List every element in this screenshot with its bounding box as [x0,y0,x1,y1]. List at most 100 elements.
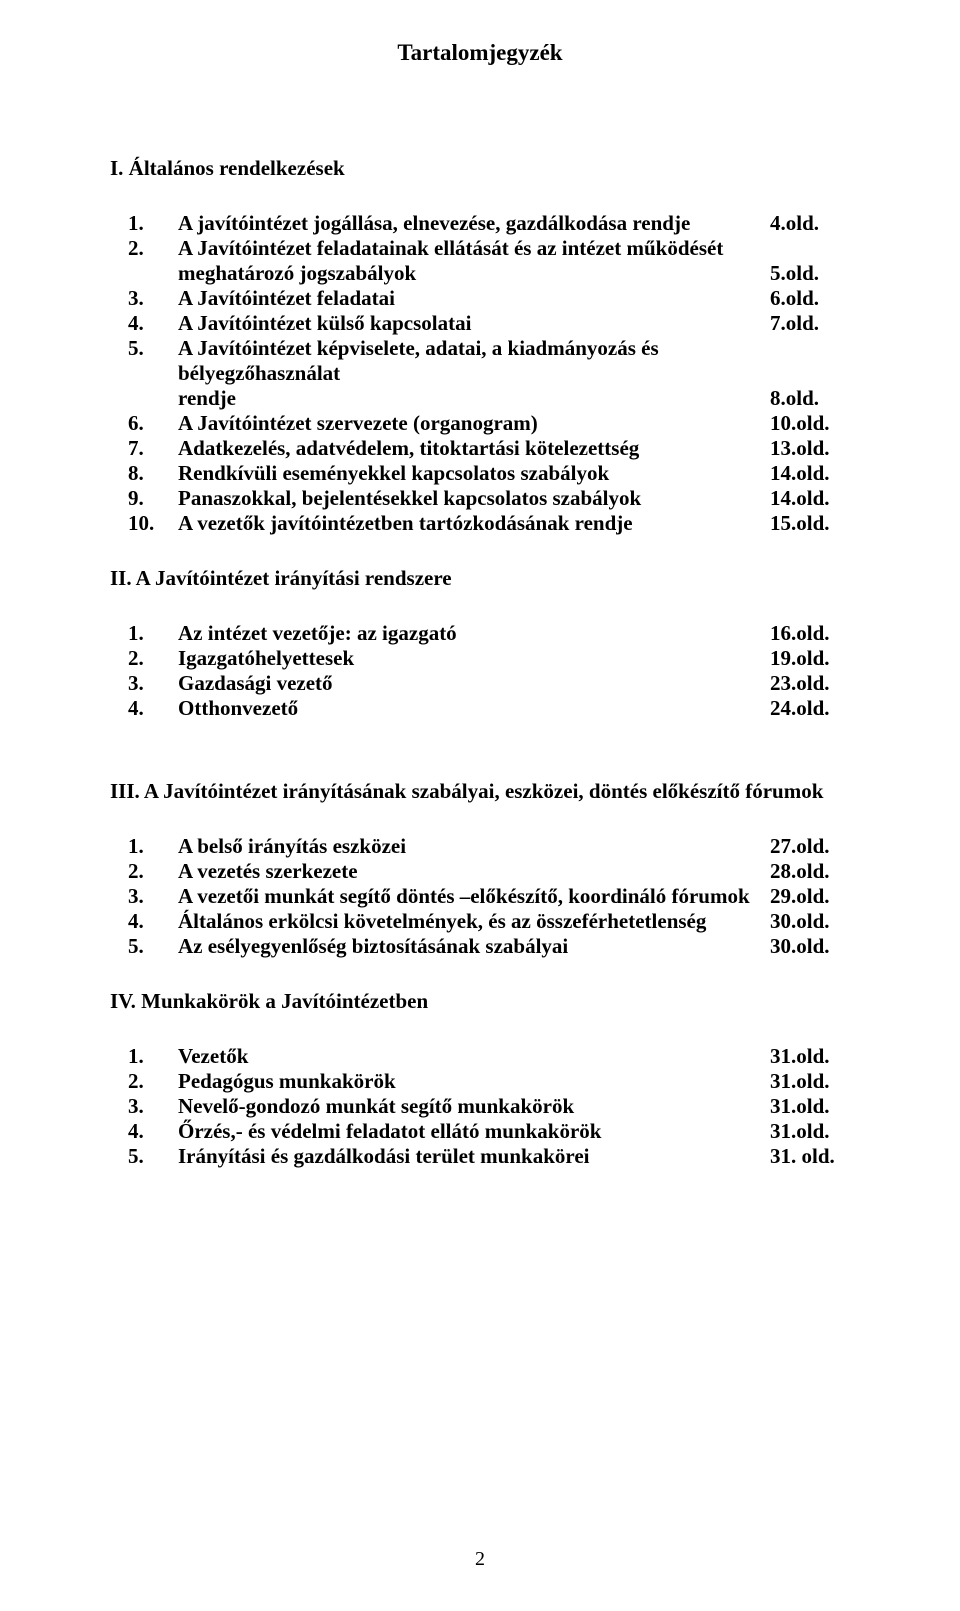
toc-row: 5. A Javítóintézet képviselete, adatai, … [110,336,850,386]
toc-page: 16.old. [770,621,850,646]
toc-row: 9. Panaszokkal, bejelentésekkel kapcsola… [110,486,850,511]
toc-page: 31.old. [770,1044,850,1069]
toc-page: 30.old. [770,909,850,934]
toc-text: A Javítóintézet feladatai [178,286,770,311]
toc-num: 1. [110,211,178,236]
toc-row: 4. Otthonvezető 24.old. [110,696,850,721]
toc-page: 28.old. [770,859,850,884]
toc-text: Igazgatóhelyettesek [178,646,770,671]
toc-text: Irányítási és gazdálkodási terület munka… [178,1144,770,1169]
toc-num: 3. [110,671,178,696]
toc-page: 6.old. [770,286,850,311]
toc-text: meghatározó jogszabályok [178,261,770,286]
toc-row: 3. A Javítóintézet feladatai 6.old. [110,286,850,311]
document-title: Tartalomjegyzék [110,40,850,66]
section-3-list: 1. A belső irányítás eszközei 27.old. 2.… [110,834,850,959]
toc-row: 3. A vezetői munkát segítő döntés –előké… [110,884,850,909]
section-3-heading: III. A Javítóintézet irányításának szabá… [110,779,850,804]
toc-row-cont: rendje 8.old. [110,386,850,411]
toc-page: 19.old. [770,646,850,671]
toc-page: 13.old. [770,436,850,461]
toc-text: A vezetői munkát segítő döntés –előkészí… [178,884,770,909]
toc-text: Általános erkölcsi követelmények, és az … [178,909,770,934]
toc-text: Az esélyegyenlőség biztosításának szabál… [178,934,770,959]
toc-page: 4.old. [770,211,850,236]
toc-num: 4. [110,311,178,336]
toc-row: 2. A Javítóintézet feladatainak ellátásá… [110,236,850,261]
toc-row: 2. Igazgatóhelyettesek 19.old. [110,646,850,671]
toc-row: 4. Általános erkölcsi követelmények, és … [110,909,850,934]
toc-row: 1. Vezetők 31.old. [110,1044,850,1069]
spacer [110,721,850,749]
toc-num: 4. [110,909,178,934]
toc-page: 23.old. [770,671,850,696]
toc-text: rendje [178,386,770,411]
toc-text: Panaszokkal, bejelentésekkel kapcsolatos… [178,486,770,511]
toc-text: Adatkezelés, adatvédelem, titoktartási k… [178,436,770,461]
toc-num: 2. [110,236,178,261]
toc-num: 3. [110,1094,178,1119]
toc-row: 10. A vezetők javítóintézetben tartózkod… [110,511,850,536]
toc-num: 10. [110,511,178,536]
toc-text: A Javítóintézet szervezete (organogram) [178,411,770,436]
toc-text: Otthonvezető [178,696,770,721]
toc-page: 15.old. [770,511,850,536]
toc-page: 10.old. [770,411,850,436]
toc-row: 7. Adatkezelés, adatvédelem, titoktartás… [110,436,850,461]
toc-num: 5. [110,1144,178,1169]
toc-page: 7.old. [770,311,850,336]
toc-num: 2. [110,1069,178,1094]
toc-text: A Javítóintézet képviselete, adatai, a k… [178,336,770,386]
toc-num: 2. [110,646,178,671]
toc-row: 2. A vezetés szerkezete 28.old. [110,859,850,884]
toc-page: 8.old. [770,386,850,411]
toc-row: 5. Az esélyegyenlőség biztosításának sza… [110,934,850,959]
toc-row-cont: meghatározó jogszabályok 5.old. [110,261,850,286]
toc-text: Vezetők [178,1044,770,1069]
toc-page: 31.old. [770,1119,850,1144]
toc-num: 4. [110,696,178,721]
toc-num: 5. [110,934,178,959]
toc-row: 5. Irányítási és gazdálkodási terület mu… [110,1144,850,1169]
toc-num: 8. [110,461,178,486]
toc-row: 1. A javítóintézet jogállása, elnevezése… [110,211,850,236]
toc-text: A Javítóintézet feladatainak ellátását é… [178,236,770,261]
toc-num: 4. [110,1119,178,1144]
toc-text: A vezetők javítóintézetben tartózkodásán… [178,511,770,536]
toc-row: 4. A Javítóintézet külső kapcsolatai 7.o… [110,311,850,336]
toc-page: 31.old. [770,1069,850,1094]
toc-text: A javítóintézet jogállása, elnevezése, g… [178,211,770,236]
toc-num: 7. [110,436,178,461]
toc-row: 8. Rendkívüli eseményekkel kapcsolatos s… [110,461,850,486]
toc-text: Pedagógus munkakörök [178,1069,770,1094]
toc-text: Az intézet vezetője: az igazgató [178,621,770,646]
toc-num: 1. [110,621,178,646]
toc-row: 6. A Javítóintézet szervezete (organogra… [110,411,850,436]
toc-num: 5. [110,336,178,361]
toc-text: A Javítóintézet külső kapcsolatai [178,311,770,336]
toc-text: Őrzés,- és védelmi feladatot ellátó munk… [178,1119,770,1144]
toc-text: Nevelő-gondozó munkát segítő munkakörök [178,1094,770,1119]
section-1-heading: I. Általános rendelkezések [110,156,850,181]
toc-num: 9. [110,486,178,511]
toc-num: 6. [110,411,178,436]
section-2-heading: II. A Javítóintézet irányítási rendszere [110,566,850,591]
toc-num: 1. [110,834,178,859]
toc-text: A vezetés szerkezete [178,859,770,884]
toc-page: 14.old. [770,461,850,486]
section-2-list: 1. Az intézet vezetője: az igazgató 16.o… [110,621,850,721]
toc-page: 14.old. [770,486,850,511]
page-number: 2 [0,1548,960,1571]
section-1-list: 1. A javítóintézet jogállása, elnevezése… [110,211,850,536]
toc-row: 3. Gazdasági vezető 23.old. [110,671,850,696]
section-4-list: 1. Vezetők 31.old. 2. Pedagógus munkakör… [110,1044,850,1169]
toc-page: 24.old. [770,696,850,721]
toc-page: 27.old. [770,834,850,859]
toc-row: 1. A belső irányítás eszközei 27.old. [110,834,850,859]
toc-row: 4. Őrzés,- és védelmi feladatot ellátó m… [110,1119,850,1144]
toc-text: A belső irányítás eszközei [178,834,770,859]
toc-row: 3. Nevelő-gondozó munkát segítő munkakör… [110,1094,850,1119]
toc-num: 1. [110,1044,178,1069]
toc-row: 1. Az intézet vezetője: az igazgató 16.o… [110,621,850,646]
toc-row: 2. Pedagógus munkakörök 31.old. [110,1069,850,1094]
